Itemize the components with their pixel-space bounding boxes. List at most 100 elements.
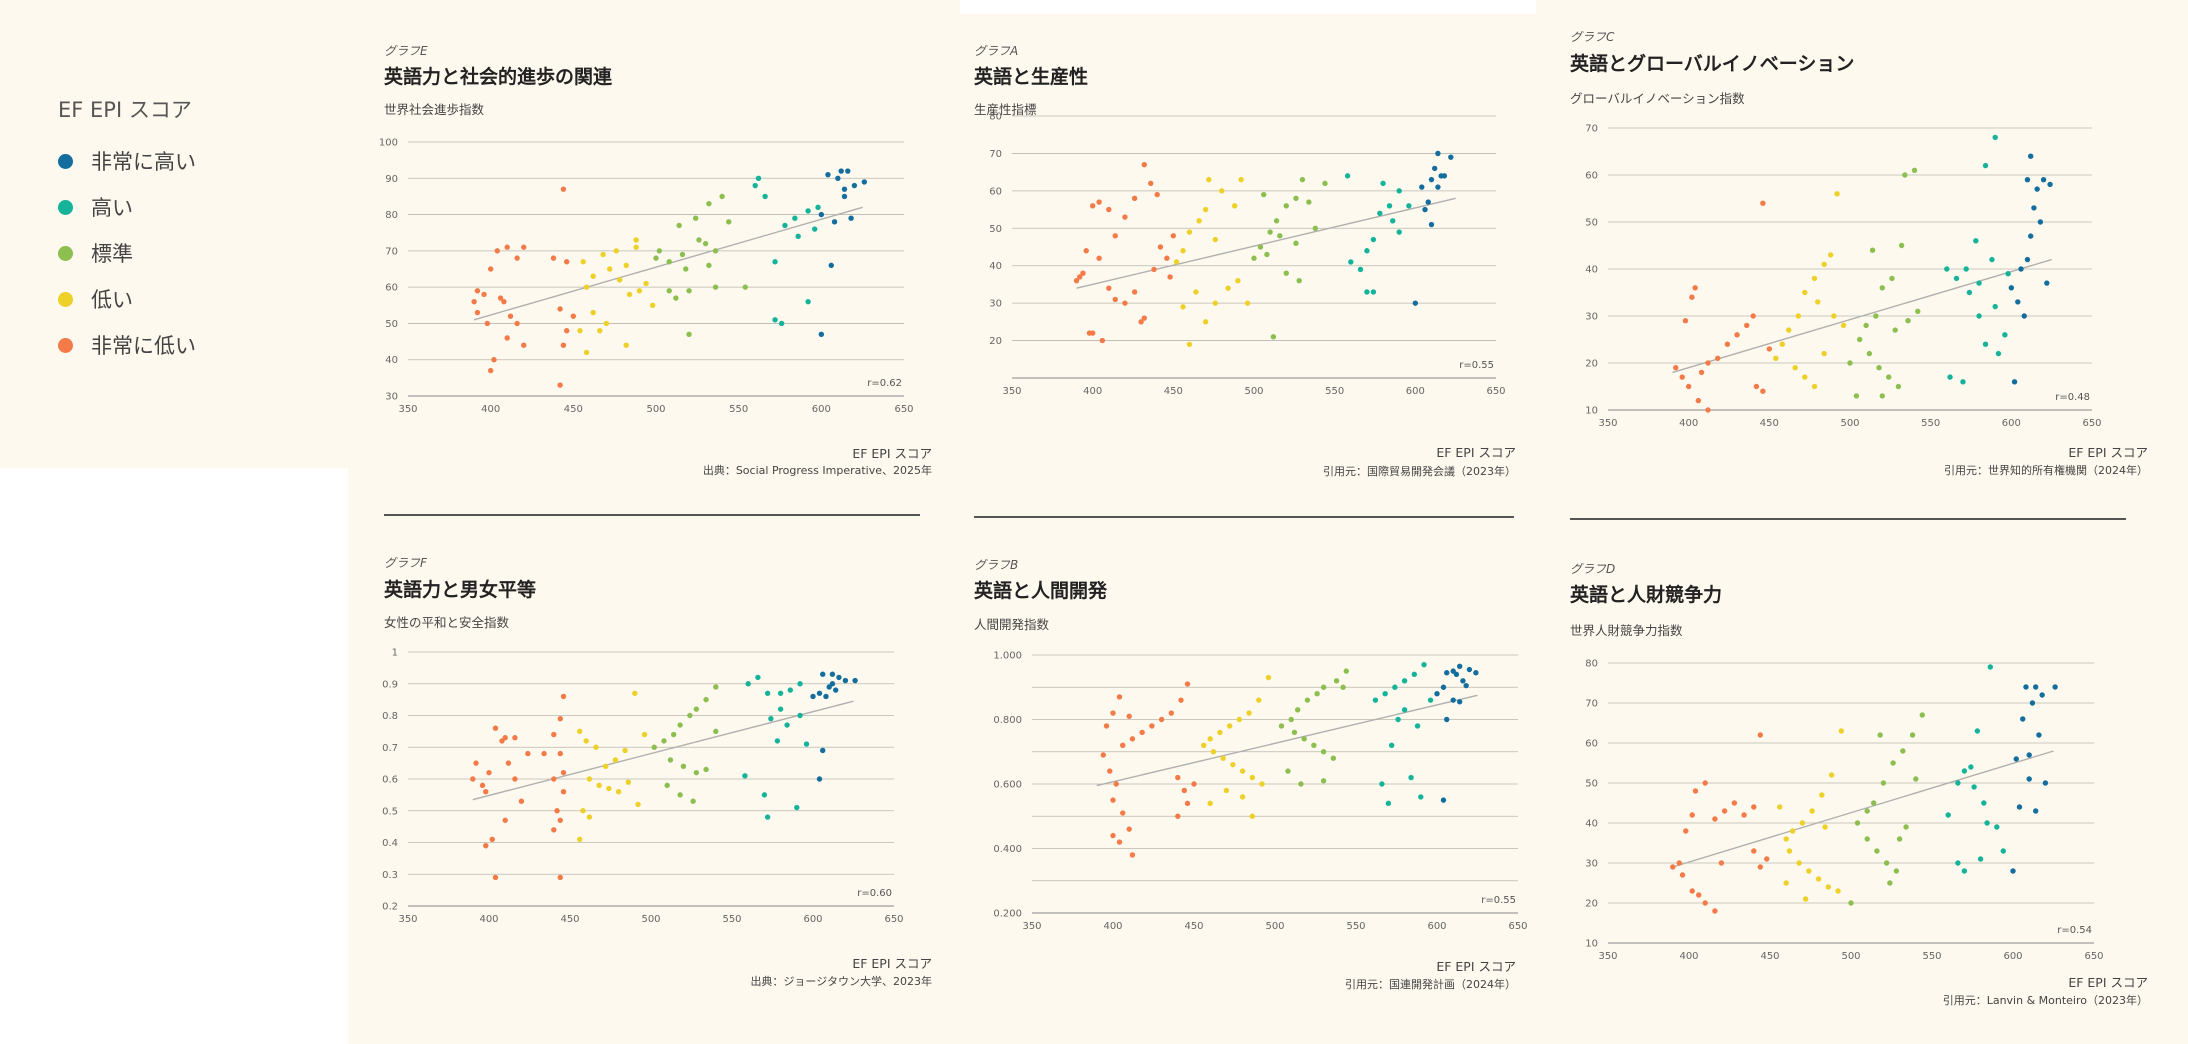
data-point	[551, 731, 557, 738]
data-point	[1238, 176, 1244, 183]
data-point	[1992, 134, 1998, 141]
data-point	[1231, 203, 1238, 209]
data-point	[712, 284, 719, 290]
legend-dot-very-low	[58, 337, 73, 353]
data-point	[1825, 884, 1832, 890]
scatter-plot: 10 20 30 40 50 60 70 350 400 450 500 550 600 650 r=0.4…	[1585, 124, 2101, 430]
data-point	[491, 357, 497, 363]
x-tick-label: 450	[1164, 386, 1183, 397]
data-point	[762, 193, 768, 200]
data-point	[664, 782, 670, 789]
data-point	[1715, 355, 1721, 361]
data-point	[1679, 872, 1686, 878]
data-point	[1184, 800, 1191, 807]
data-point	[2044, 280, 2050, 286]
data-point	[1164, 255, 1170, 261]
data-point	[1744, 322, 1750, 329]
data-point	[632, 690, 638, 696]
correlation-label: r=0.60	[857, 888, 892, 899]
y-tick-label: 90	[385, 174, 398, 185]
data-point	[1919, 712, 1925, 718]
data-point	[521, 342, 527, 348]
data-point	[560, 342, 567, 348]
x-tick-label: 350	[398, 914, 417, 925]
data-point	[653, 255, 659, 261]
data-point	[1689, 812, 1695, 818]
data-point	[1267, 229, 1273, 235]
data-point	[703, 766, 709, 773]
y-tick-label: 60	[1585, 171, 1598, 182]
data-point	[560, 789, 567, 795]
x-tick-label: 600	[803, 914, 822, 925]
data-point	[1692, 285, 1698, 291]
data-point	[1864, 836, 1870, 842]
data-point	[635, 801, 641, 808]
data-point	[1264, 251, 1270, 258]
x-axis-label: EF EPI スコア	[1436, 445, 1516, 460]
data-point	[1913, 776, 1919, 782]
data-point	[483, 789, 489, 795]
data-point	[1802, 374, 1808, 380]
data-point	[820, 747, 826, 754]
data-point	[1170, 233, 1177, 239]
data-point	[1705, 407, 1711, 413]
data-point	[1811, 383, 1818, 390]
data-point	[1126, 713, 1132, 719]
data-point	[1260, 191, 1267, 198]
data-point	[1815, 299, 1821, 305]
data-point	[586, 814, 593, 820]
data-point	[1766, 346, 1773, 352]
data-point	[768, 715, 774, 722]
data-point	[661, 738, 667, 744]
data-point	[1444, 670, 1450, 676]
data-point	[2052, 684, 2058, 690]
data-point	[1944, 266, 1950, 272]
data-point	[696, 237, 702, 243]
data-point	[1301, 736, 1307, 742]
y-tick-label: 80	[989, 112, 1002, 123]
data-point	[474, 309, 481, 316]
data-point	[1869, 247, 1876, 253]
data-point	[504, 244, 510, 250]
data-point	[551, 827, 557, 833]
data-point	[1285, 768, 1291, 774]
data-point	[1802, 896, 1809, 902]
data-point	[1210, 749, 1217, 755]
y-tick-label: 50	[1585, 218, 1598, 229]
data-point	[810, 693, 816, 700]
data-point	[1683, 828, 1689, 834]
data-point	[1712, 908, 1718, 914]
data-point	[1760, 388, 1766, 394]
data-point	[1896, 836, 1903, 842]
legend-item-standard: 標準	[58, 238, 133, 268]
data-point	[1196, 218, 1202, 224]
data-point	[1314, 691, 1320, 697]
data-point	[761, 792, 768, 798]
data-point	[2024, 256, 2031, 263]
y-tick-label: 0.4	[382, 838, 398, 849]
y-tick-label: 0.400	[993, 844, 1022, 855]
data-point	[755, 175, 762, 181]
data-point	[1291, 729, 1298, 736]
data-point	[502, 817, 508, 823]
y-tick-label: 0.8	[382, 711, 398, 722]
y-tick-label: 0.3	[382, 870, 398, 881]
data-point	[521, 244, 527, 250]
data-point	[667, 757, 674, 763]
data-point	[1757, 864, 1763, 870]
data-point	[1434, 691, 1440, 697]
data-point	[1181, 787, 1187, 794]
data-point	[483, 842, 489, 849]
data-point	[1806, 868, 1812, 874]
data-point	[583, 349, 590, 356]
data-point	[1180, 304, 1186, 310]
data-point	[484, 320, 491, 327]
x-tick-label: 400	[1083, 386, 1102, 397]
data-point	[1886, 374, 1892, 380]
data-point	[1294, 707, 1301, 713]
x-tick-label: 500	[646, 404, 665, 415]
data-point	[1116, 839, 1123, 845]
data-point	[2013, 756, 2019, 762]
data-point	[845, 168, 851, 174]
data-point	[1344, 173, 1351, 179]
